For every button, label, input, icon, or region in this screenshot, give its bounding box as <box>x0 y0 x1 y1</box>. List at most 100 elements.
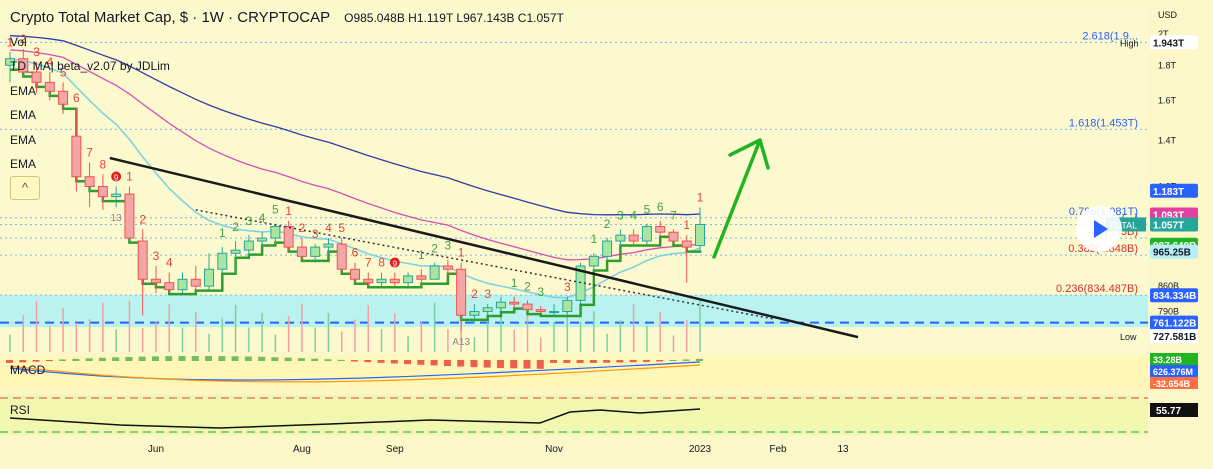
volume-bar <box>553 322 555 352</box>
indicator-ema-2[interactable]: EMA <box>10 108 37 122</box>
macd-value-label: 626.376M <box>1153 367 1193 377</box>
candle-body <box>270 225 281 239</box>
collapse-indicators-button[interactable]: ^ <box>10 176 40 200</box>
td-count-label: 1 <box>126 170 133 184</box>
indicator-ema-3[interactable]: EMA <box>10 133 37 147</box>
candle-body <box>164 282 175 291</box>
td-count-label: 5 <box>272 203 279 217</box>
candle-body <box>495 301 506 309</box>
macd-histogram-bar <box>151 356 159 361</box>
td-count-label: 4 <box>325 221 332 235</box>
chart-header: Crypto Total Market Cap, $ · 1W · CRYPTO… <box>10 9 564 29</box>
indicator-ema-1[interactable]: EMA <box>10 84 37 98</box>
macd-histogram-bar <box>457 360 465 367</box>
volume-bar <box>88 318 91 352</box>
macd-value-tag <box>1150 377 1198 389</box>
fib-level-label: 2.618(1.9... <box>1082 30 1138 42</box>
volume-bar <box>181 327 184 352</box>
volume-bar <box>234 305 237 352</box>
macd-line <box>9 361 701 381</box>
candle-body <box>655 225 666 233</box>
candle-body <box>549 311 560 314</box>
candle-body <box>535 309 546 313</box>
td-count-label: 5 <box>338 221 345 235</box>
price-tag <box>1150 329 1198 344</box>
candle-body <box>562 299 573 313</box>
price-tag-label: 1.057T <box>1153 220 1184 231</box>
td-count-label: 2 <box>431 242 438 256</box>
macd-histogram-bar <box>125 356 133 361</box>
volume-bar <box>49 325 51 352</box>
macd-value-label: 33.28B <box>1153 355 1183 365</box>
total-label: TOTAL <box>1109 220 1137 230</box>
macd-histogram-bar <box>244 356 252 361</box>
indicator-vol[interactable]: Vol <box>10 35 27 49</box>
td-count-label: 7 <box>86 146 93 160</box>
y-tick-label: 1.4T <box>1158 135 1177 145</box>
extreme-label: High <box>1120 38 1139 48</box>
indicator-td-ma[interactable]: TD_MA| beta_v2.07 by JDLim <box>10 59 170 73</box>
candle-body <box>44 81 55 92</box>
td-count-label: 1 <box>285 204 292 218</box>
volume-bar <box>102 302 104 352</box>
price-tag-label: 1.943T <box>1153 38 1184 49</box>
dotted-trendline <box>195 209 776 320</box>
candle-body <box>18 58 29 73</box>
macd-histogram-bar <box>85 358 93 361</box>
indicator-ema-4[interactable]: EMA <box>10 157 37 171</box>
play-icon[interactable] <box>1076 206 1122 252</box>
macd-histogram-bar <box>258 356 266 361</box>
resistance-trendline <box>109 156 859 339</box>
td-count-label: 4 <box>46 55 53 69</box>
volume-bar <box>314 327 316 352</box>
x-axis-label: 2023 <box>689 444 712 455</box>
rsi-pane-label[interactable]: RSI <box>10 403 31 417</box>
candle-body <box>296 246 307 257</box>
candle-body <box>416 275 427 280</box>
macd-histogram-bar <box>32 360 40 362</box>
volume-bar <box>62 308 64 352</box>
volume-bar <box>221 317 224 352</box>
candle-body <box>97 186 108 198</box>
td-count-label: 9 <box>393 260 398 269</box>
td-count-label: 6 <box>352 246 359 260</box>
candle-body <box>429 265 440 280</box>
volume-bar <box>526 312 529 352</box>
macd-histogram-bar <box>576 360 584 363</box>
td-count-label: 3 <box>33 45 40 59</box>
candle-body <box>602 240 613 257</box>
volume-bar <box>566 303 569 352</box>
macd-pane-bg <box>0 356 1148 390</box>
td-count-label: 3 <box>445 239 452 253</box>
candle-body <box>336 243 347 270</box>
fib-level-label: 1.618(1.453T) <box>1069 117 1138 129</box>
chart-title[interactable]: Crypto Total Market Cap, $ · 1W · CRYPTO… <box>10 9 331 26</box>
volume-bar <box>75 323 78 352</box>
volume-bar <box>141 328 144 352</box>
td-count-label: 1 <box>7 35 14 49</box>
td-count-label: 2 <box>139 212 146 226</box>
macd-histogram-bar <box>656 360 664 362</box>
td-count-label: 3 <box>617 208 624 222</box>
td-count-label: 1 <box>458 246 465 260</box>
y-tick-label: 2T <box>1158 29 1169 39</box>
macd-histogram-bar <box>603 360 611 363</box>
macd-pane-label[interactable]: MACD <box>10 363 46 377</box>
td-count-label: 1 <box>511 276 518 290</box>
candle-body <box>681 240 692 248</box>
x-axis-label: Jun <box>148 444 164 455</box>
volume-bar <box>115 329 117 352</box>
macd-histogram-bar <box>324 359 332 361</box>
td-count-label: 2 <box>20 32 27 46</box>
bullish-arrow <box>712 138 770 259</box>
volume-bar <box>380 329 383 352</box>
candle-body <box>323 243 334 248</box>
candle-body <box>137 240 148 280</box>
td-count-label: 2 <box>604 217 611 231</box>
td-marker-label: 13 <box>111 213 123 224</box>
candle-body <box>217 252 228 270</box>
candle-body <box>389 278 400 284</box>
volume-bar <box>248 327 250 352</box>
